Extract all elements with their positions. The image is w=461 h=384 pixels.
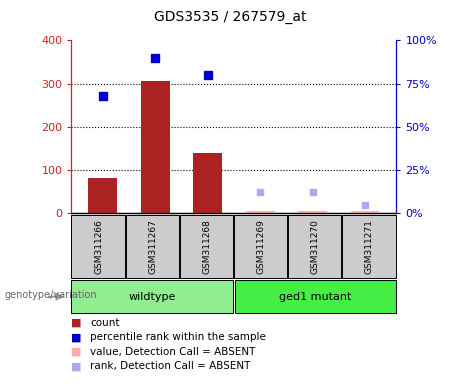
Text: count: count [90,318,119,328]
Text: ■: ■ [71,332,82,342]
Bar [246,211,275,213]
Bar [298,211,327,213]
Text: wildtype: wildtype [129,291,177,302]
Text: GSM311268: GSM311268 [202,219,212,274]
Text: GSM311270: GSM311270 [311,219,320,274]
Text: GSM311267: GSM311267 [148,219,157,274]
Text: ■: ■ [71,347,82,357]
Bar [89,178,117,213]
Bar [351,211,379,213]
Text: value, Detection Call = ABSENT: value, Detection Call = ABSENT [90,347,255,357]
Text: GSM311271: GSM311271 [365,219,374,274]
Text: GSM311269: GSM311269 [256,219,266,274]
Text: ■: ■ [71,318,82,328]
Text: GDS3535 / 267579_at: GDS3535 / 267579_at [154,10,307,24]
Text: rank, Detection Call = ABSENT: rank, Detection Call = ABSENT [90,361,250,371]
Text: genotype/variation: genotype/variation [5,290,97,300]
Bar [141,81,170,213]
Text: GSM311266: GSM311266 [94,219,103,274]
Text: percentile rank within the sample: percentile rank within the sample [90,332,266,342]
Text: ■: ■ [71,361,82,371]
Text: ged1 mutant: ged1 mutant [279,291,352,302]
Bar [193,152,222,213]
